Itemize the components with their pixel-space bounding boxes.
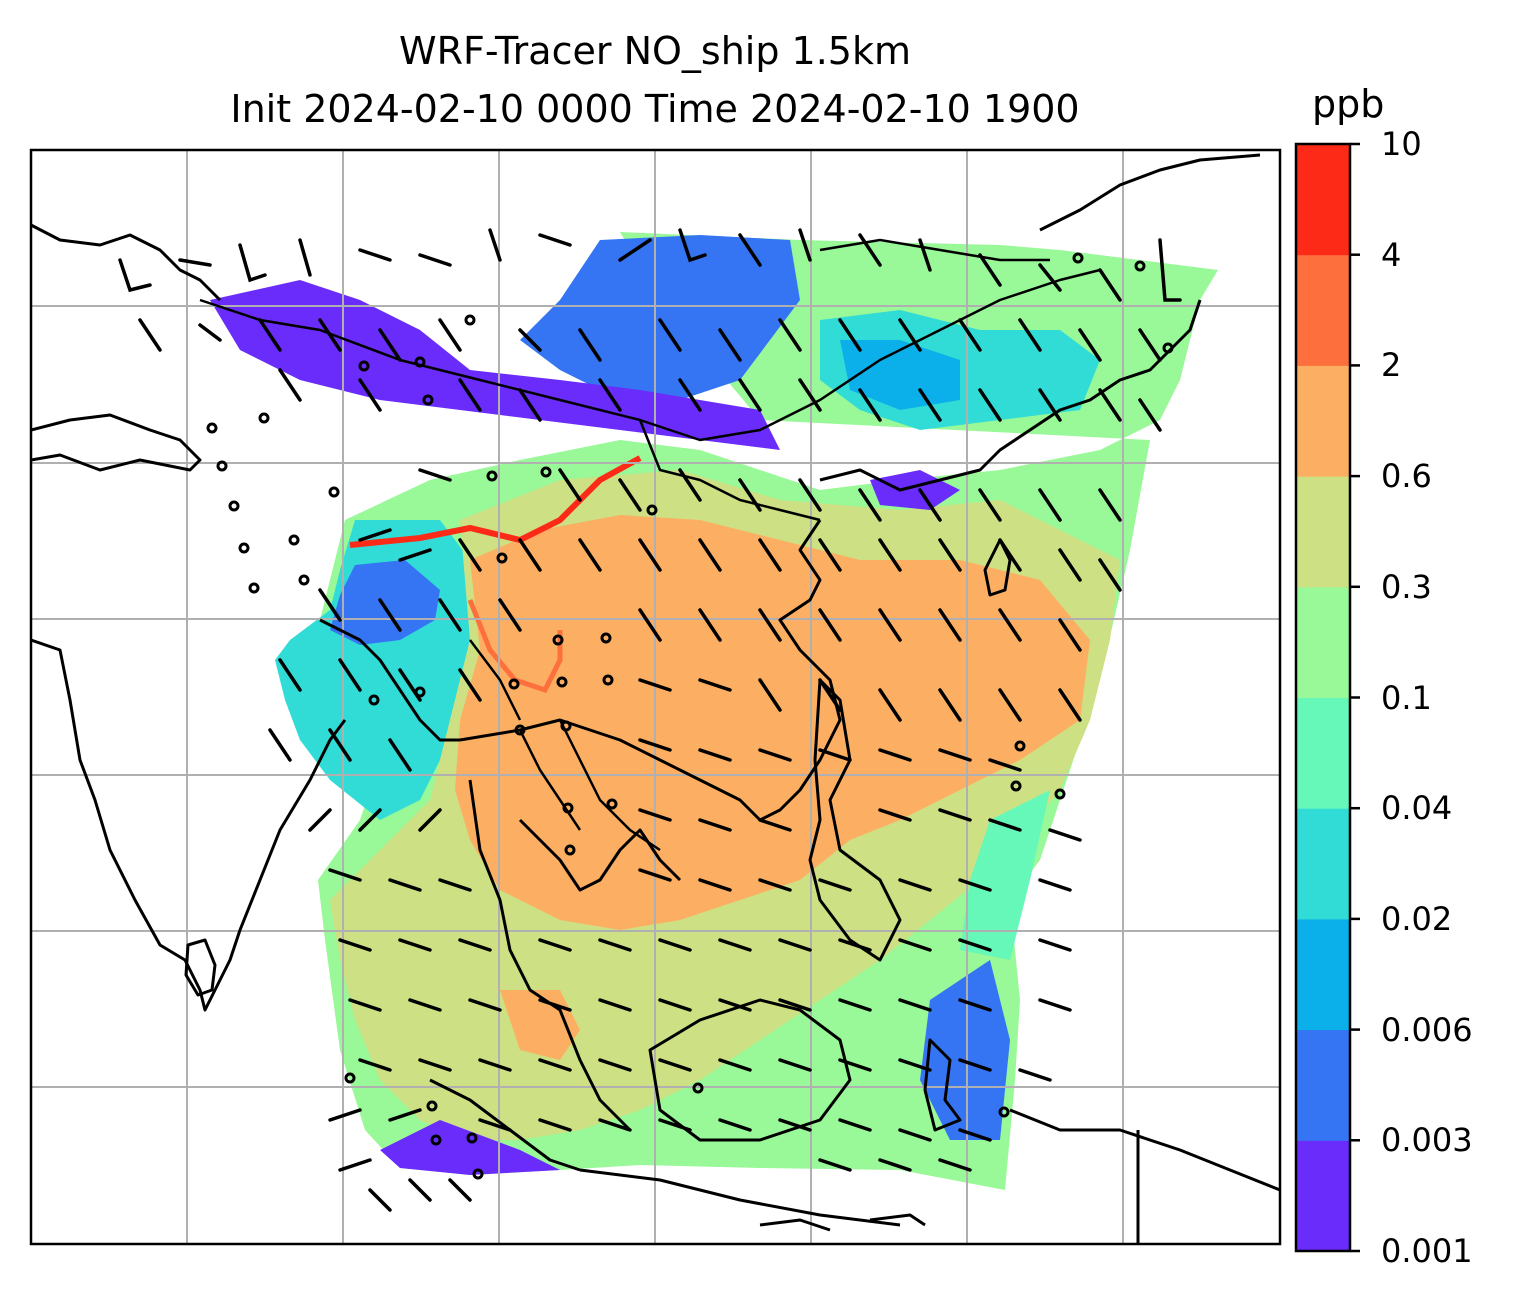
gulf-thailand bbox=[518, 818, 682, 892]
colorbar-tick-label: 4 bbox=[1381, 235, 1402, 274]
philippines bbox=[808, 678, 902, 962]
colorbar-bin-9 bbox=[1296, 144, 1350, 256]
southeast-islands bbox=[759, 1213, 926, 1232]
west-arabia bbox=[31, 223, 222, 302]
korea-japan bbox=[1039, 153, 1261, 232]
colorbar-bin-2 bbox=[1296, 918, 1350, 1031]
laos-vietnam-border bbox=[558, 719, 661, 852]
map-title-line-1: WRF-Tracer NO_ship 1.5km bbox=[399, 29, 911, 73]
west-continent bbox=[31, 413, 202, 472]
sulawesi bbox=[923, 1038, 962, 1132]
country-borders bbox=[199, 238, 1101, 852]
tracer-sw-purple bbox=[380, 1120, 560, 1175]
wind-barbs bbox=[118, 228, 1182, 1212]
colorbar-bin-4 bbox=[1296, 697, 1350, 809]
china-inner-border bbox=[638, 419, 821, 522]
thailand-border bbox=[518, 729, 582, 831]
tracer-west-blue bbox=[330, 560, 440, 645]
sri-lanka bbox=[184, 938, 217, 997]
colorbar-tick-label: 0.3 bbox=[1381, 567, 1432, 606]
colorbar-tick-label: 0.04 bbox=[1381, 789, 1453, 828]
colorbar-bin-8 bbox=[1296, 254, 1350, 366]
colorbar-tick-label: 2 bbox=[1381, 346, 1402, 385]
colorbar-tick-label: 0.006 bbox=[1381, 1010, 1473, 1049]
mongolia-border bbox=[819, 238, 1050, 262]
java bbox=[579, 1168, 901, 1227]
india-coastline bbox=[31, 638, 347, 1012]
new-guinea bbox=[1009, 1108, 1280, 1192]
tracer-red-track-2 bbox=[467, 599, 563, 694]
colorbar-bin-0 bbox=[1296, 1140, 1350, 1252]
colorbar-bin-3 bbox=[1296, 808, 1350, 920]
colorbar-bin-1 bbox=[1296, 1029, 1350, 1141]
colorbar-tick-label: 0.6 bbox=[1381, 457, 1432, 496]
calm-wind-markers bbox=[206, 252, 1174, 1180]
indochina-coast bbox=[459, 519, 842, 822]
tracer-field bbox=[210, 232, 1218, 1190]
himalaya-border bbox=[199, 268, 1101, 442]
colorbar-unit-label: ppb bbox=[1312, 82, 1385, 126]
map-canvas bbox=[31, 150, 1280, 1244]
colorbar bbox=[1296, 142, 1360, 1253]
tracer-north-blue bbox=[520, 235, 800, 400]
colorbar-bin-5 bbox=[1296, 586, 1350, 698]
colorbar-tick-label: 0.02 bbox=[1381, 899, 1453, 938]
map-title-line-2: Init 2024-02-10 0000 Time 2024-02-10 190… bbox=[230, 87, 1080, 131]
colorbar-bin-6 bbox=[1296, 476, 1350, 588]
colorbar-tick-label: 10 bbox=[1381, 125, 1422, 163]
colorbar-tick-label: 0.001 bbox=[1381, 1232, 1473, 1270]
malay-peninsula bbox=[468, 779, 632, 1132]
tracer-east-cyan bbox=[960, 790, 1050, 960]
tracer-northeast-blue bbox=[840, 340, 960, 410]
colorbar-frame bbox=[1294, 142, 1352, 1253]
colorbar-tick-label: 0.003 bbox=[1381, 1121, 1473, 1160]
tracer-north-purple bbox=[210, 280, 780, 450]
tracer-se-blue bbox=[920, 960, 1010, 1140]
colorbar-bin-7 bbox=[1296, 365, 1350, 477]
taiwan bbox=[983, 538, 1012, 597]
colorbar-tick-label: 0.1 bbox=[1381, 678, 1432, 717]
bangladesh-myanmar bbox=[319, 618, 460, 742]
map-frame bbox=[29, 148, 1282, 1246]
myanmar-border bbox=[469, 639, 522, 721]
